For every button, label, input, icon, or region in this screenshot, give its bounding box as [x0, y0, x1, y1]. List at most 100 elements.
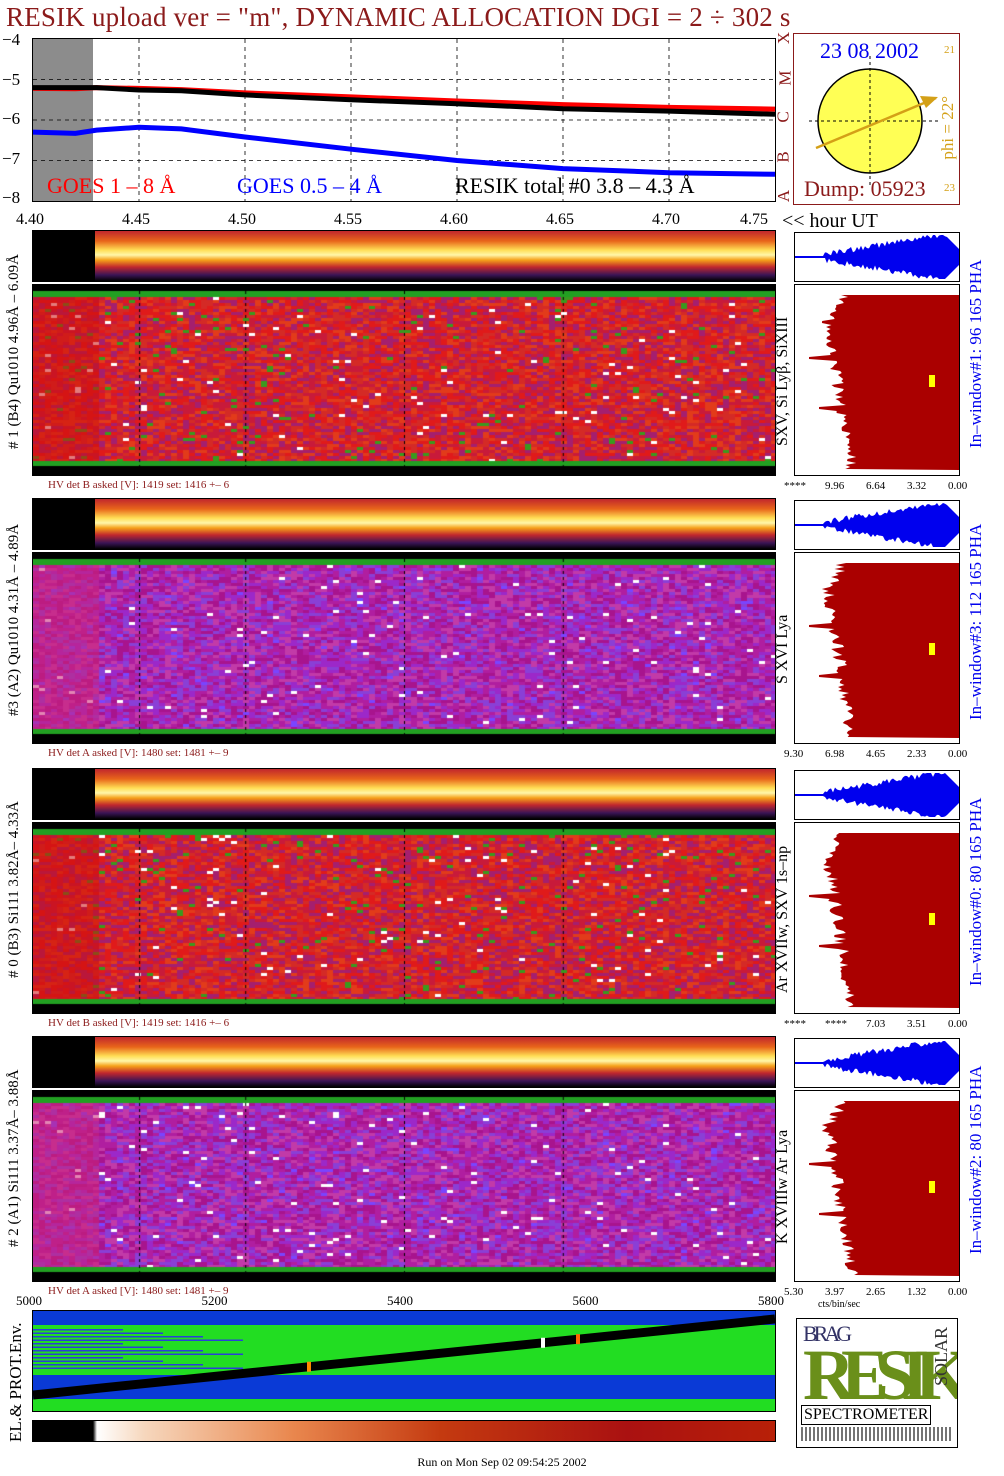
strip-gap — [33, 1037, 95, 1087]
goes-chart — [33, 39, 775, 201]
detector-strip — [32, 1036, 776, 1088]
histogram-tick-label: **** — [784, 1018, 806, 1030]
time-tick-label: 4.60 — [440, 211, 468, 228]
environment-panel — [32, 1310, 776, 1412]
histogram-tick-label: 3.51 — [907, 1018, 927, 1030]
env-streak — [33, 1350, 203, 1352]
env-tick-label: 5200 — [201, 1293, 228, 1308]
hv-readout: HV det A asked [V]: 1480 set: 1481 +– 9 — [48, 747, 229, 759]
histogram-tick-label: **** — [784, 480, 806, 492]
histogram-tick-label: 1.32 — [907, 1286, 927, 1298]
strip-gap — [33, 769, 95, 819]
pha-distribution — [795, 773, 959, 817]
flux-tick-label: −5 — [2, 69, 21, 89]
histogram-tick-label: 2.65 — [866, 1286, 886, 1298]
histogram-tick-label: 3.97 — [825, 1286, 845, 1298]
env-streak — [33, 1339, 243, 1341]
histogram-tick-label: 0.00 — [948, 480, 968, 492]
logo-corner-text: BRAG — [803, 1321, 852, 1346]
flux-tick-label: −4 — [2, 30, 21, 49]
legend-goes-long: GOES 1 – 8 Å — [47, 173, 176, 198]
in-window-label: In–window#3: 112 165 PHA — [966, 523, 985, 721]
logo-side-text: SOLAR — [931, 1327, 951, 1387]
hv-readout: HV det B asked [V]: 1419 set: 1416 +– 6 — [48, 479, 230, 491]
spectrum-fill — [809, 833, 959, 1008]
spectrum-fill — [809, 295, 959, 470]
pha-histogram — [794, 500, 960, 550]
histogram-unit: cts/bin/sec — [818, 1299, 861, 1310]
series-line-1 — [33, 124, 775, 177]
sun-disk — [808, 56, 938, 186]
histogram-tick-label: 7.03 — [866, 1018, 886, 1030]
pha-distribution — [795, 1041, 959, 1085]
spectrum-histogram — [794, 284, 960, 476]
run-timestamp: Run on Mon Sep 02 09:54:25 2002 — [417, 1455, 587, 1469]
spectrum-histogram — [794, 1090, 960, 1282]
pha-histogram — [794, 1038, 960, 1088]
histogram-tick-label: 9.30 — [784, 748, 804, 760]
hv-readout: HV det B asked [V]: 1419 set: 1416 +– 6 — [48, 1017, 230, 1029]
spectrum-histogram — [794, 552, 960, 744]
spectrogram-det0 — [32, 822, 776, 1014]
histogram-tick-label: 4.65 — [866, 748, 886, 760]
flux-tick-label: −6 — [2, 109, 21, 128]
histogram-tick-label: 0.00 — [948, 1018, 968, 1030]
spectrogram-det1 — [32, 284, 776, 476]
time-tick-label: 4.70 — [652, 211, 680, 228]
time-tick-label: 4.45 — [122, 211, 150, 228]
histogram-tick-label: 2.33 — [907, 748, 927, 760]
env-streak — [33, 1367, 243, 1369]
window-marker — [929, 375, 935, 387]
flare-class-label: C — [773, 111, 793, 123]
window-marker — [929, 643, 935, 655]
env-tick-label: 5600 — [572, 1293, 599, 1308]
series-line-2 — [33, 85, 775, 117]
detector-label: #3 (A2) Qu1010 4.31Å – 4.89Å — [6, 523, 22, 717]
goes-lightcurve-panel: GOES 1 – 8 Å GOES 0.5 – 4 Å RESIK total … — [32, 38, 776, 202]
orbit-track — [33, 1314, 775, 1400]
detector-strip — [32, 498, 776, 550]
spectrogram-det2 — [32, 1090, 776, 1282]
env-tick-label: 5400 — [387, 1293, 413, 1308]
pha-histogram — [794, 770, 960, 820]
env-tick-label: 5800 — [758, 1293, 784, 1308]
phi-angle: phi = 22° — [938, 96, 957, 160]
window-marker — [929, 1181, 935, 1193]
histogram-tick-label: 3.32 — [907, 480, 927, 492]
env-streak — [33, 1336, 203, 1338]
spectral-line-label: Ar XVIIw, SXV 1s–np — [774, 845, 791, 993]
env-streak — [33, 1346, 163, 1348]
time-tick-label: 4.55 — [334, 211, 362, 228]
flare-class-label: A — [774, 189, 794, 203]
side-number-top: 21 — [944, 44, 955, 56]
time-tick-label: 4.75 — [740, 211, 768, 228]
flux-tick-label: −8 — [2, 188, 21, 207]
strip-gap — [33, 499, 95, 549]
env-band-top — [33, 1311, 775, 1325]
spectrum-fill — [809, 563, 959, 738]
detector-label: # 1 (B4) Qu1010 4.96Å – 6.09Å — [6, 254, 22, 450]
track-marker — [541, 1337, 545, 1348]
in-window-label: In–window#2: 80 165 PHA — [966, 1065, 985, 1255]
logo-caption: SPECTROMETER — [801, 1405, 932, 1425]
resik-logo: BRAG RESIK SOLAR SPECTROMETER — [796, 1318, 958, 1448]
env-streak — [33, 1343, 123, 1345]
detector-strip — [32, 230, 776, 282]
logo-fine-print — [801, 1427, 951, 1441]
track-marker — [307, 1361, 311, 1372]
histogram-tick-label: 6.64 — [866, 480, 886, 492]
env-streak — [33, 1360, 163, 1362]
env-panel-label: EL.& PROT.Env. — [6, 1322, 25, 1442]
time-tick-label: 4.50 — [228, 211, 256, 228]
histogram-tick-label: 0.00 — [948, 1286, 968, 1298]
env-streak — [33, 1332, 163, 1334]
environment-plot — [33, 1311, 775, 1400]
window-marker — [929, 913, 935, 925]
env-tick-label: 5000 — [16, 1293, 42, 1308]
in-window-label: In–window#0: 80 165 PHA — [966, 797, 985, 987]
flare-class-label: X — [774, 31, 794, 45]
dump-number: Dump: 05923 — [804, 176, 926, 201]
histogram-tick-label: **** — [825, 1018, 847, 1030]
sun-position-panel: 23 08 2002 phi = 22° 21 23 Dump: 05923 — [793, 33, 960, 205]
color-scale-bar — [32, 1420, 776, 1442]
